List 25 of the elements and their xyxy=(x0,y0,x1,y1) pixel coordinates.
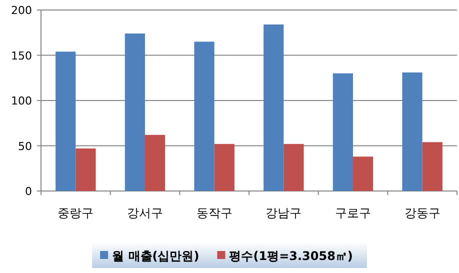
bar xyxy=(353,156,374,191)
bar xyxy=(145,134,166,191)
x-tick-label: 구로구 xyxy=(335,206,371,220)
bar xyxy=(214,144,234,191)
bar xyxy=(284,144,304,191)
bar xyxy=(264,24,284,191)
y-tick-label: 0 xyxy=(25,185,32,198)
y-tick-label: 150 xyxy=(11,49,32,62)
bar xyxy=(76,148,96,191)
x-tick-label: 중랑구 xyxy=(58,206,94,220)
bar xyxy=(332,73,353,191)
bar xyxy=(56,52,76,191)
legend-label: 평수(1평=3.3058㎡) xyxy=(229,249,353,263)
bar xyxy=(402,72,422,191)
x-tick-label: 강동구 xyxy=(404,206,440,220)
x-tick-label: 강남구 xyxy=(266,206,302,220)
legend-label: 월 매출(십만원) xyxy=(112,249,200,263)
x-tick-label: 강서구 xyxy=(127,206,163,220)
y-tick-label: 200 xyxy=(11,4,32,17)
bar xyxy=(422,142,442,191)
bar xyxy=(124,34,145,191)
y-tick-label: 50 xyxy=(18,140,32,153)
y-tick-label: 100 xyxy=(11,94,32,108)
x-tick-label: 동작구 xyxy=(196,206,232,220)
bar xyxy=(194,42,214,191)
